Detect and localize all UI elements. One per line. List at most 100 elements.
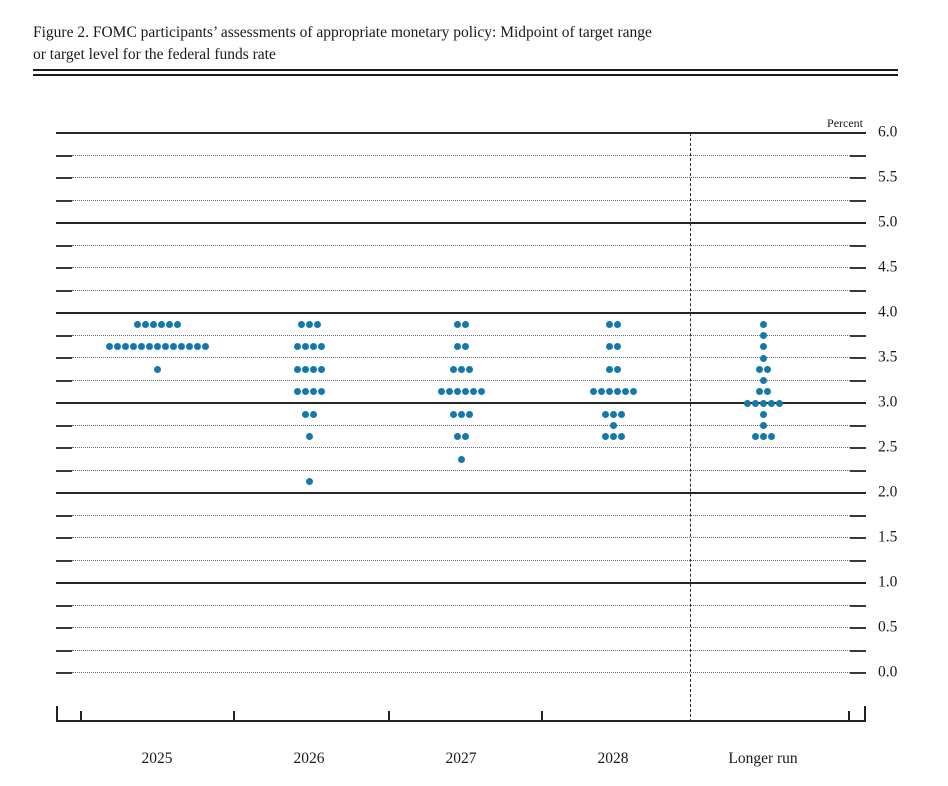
figure-title-line1: Figure 2. FOMC participants’ assessments… (33, 24, 652, 41)
dot-row (759, 343, 767, 351)
gridline-dotted (72, 469, 850, 471)
gridline-dotted (72, 649, 850, 651)
dot-row (153, 365, 161, 373)
dot-row (605, 343, 621, 351)
participant-dot (589, 388, 597, 396)
participant-dot (153, 343, 161, 351)
gridline-dotted (72, 627, 850, 628)
gridline-right-tick (850, 357, 866, 359)
gridline-left-tick (56, 379, 72, 382)
gridline-solid (56, 402, 866, 404)
dot-row (133, 320, 181, 328)
participant-dot (755, 388, 763, 396)
gridline-left-tick (56, 334, 72, 337)
y-axis-label: 3.0 (878, 393, 898, 411)
participant-dot (149, 320, 157, 328)
y-axis-label: 2.0 (878, 483, 898, 501)
dot-row (301, 410, 317, 418)
gridline-left-tick (56, 537, 72, 539)
gridline-dotted (72, 447, 850, 448)
dot-row (293, 365, 325, 373)
dot-row (293, 388, 325, 396)
dot-row (453, 320, 469, 328)
participant-dot (465, 410, 473, 418)
participant-dot (613, 365, 621, 373)
dot-row (305, 433, 313, 441)
participant-dot (605, 343, 613, 351)
gridline-dotted (72, 289, 850, 291)
participant-dot (759, 410, 767, 418)
x-axis-year-tick (541, 711, 543, 722)
dot-row (457, 455, 465, 463)
participant-dot (775, 399, 783, 407)
participant-dot (767, 399, 775, 407)
dot-row (449, 365, 473, 373)
participant-dot (105, 343, 113, 351)
y-axis-label: 6.0 (878, 123, 898, 141)
dot-row (759, 422, 767, 429)
gridline-dotted (72, 177, 850, 178)
gridline-right-tick (850, 627, 866, 629)
participant-dot (293, 365, 301, 373)
gridline-solid (56, 312, 866, 314)
gridline-dotted (72, 424, 850, 426)
participant-dot (165, 320, 173, 328)
participant-dot (759, 433, 767, 441)
dot-row (589, 388, 637, 396)
gridline-solid (56, 132, 866, 134)
gridline-left-tick (56, 154, 72, 157)
gridline-right-tick (850, 334, 866, 337)
gridline-dotted (72, 379, 850, 381)
gridline-left-tick (56, 514, 72, 517)
participant-dot (201, 343, 209, 351)
participant-dot (193, 343, 201, 351)
gridline-left-tick (56, 199, 72, 202)
gridline-dotted (72, 199, 850, 201)
participant-dot (461, 433, 469, 441)
participant-dot (759, 399, 767, 407)
participant-dot (173, 320, 181, 328)
gridline-right-tick (850, 672, 866, 674)
participant-dot (161, 343, 169, 351)
participant-dot (613, 388, 621, 396)
x-axis-corner-tick (864, 706, 866, 722)
participant-dot (477, 388, 485, 396)
dot-row (453, 433, 469, 441)
gridline-left-tick (56, 559, 72, 562)
gridline-dotted (72, 267, 850, 268)
participant-dot (759, 377, 767, 384)
y-axis-unit-label: Percent (827, 116, 863, 130)
participant-dot (145, 343, 153, 351)
participant-dot (169, 343, 177, 351)
participant-dot (609, 433, 617, 441)
participant-dot (759, 354, 767, 362)
participant-dot (453, 388, 461, 396)
gridline-dotted (72, 514, 850, 516)
y-axis-label: 5.5 (878, 168, 898, 186)
participant-dot (137, 343, 145, 351)
gridline-solid (56, 222, 866, 224)
gridline-right-tick (850, 537, 866, 539)
participant-dot (293, 343, 301, 351)
participant-dot (601, 410, 609, 418)
gridline-right-tick (850, 379, 866, 382)
participant-dot (317, 343, 325, 351)
participant-dot (141, 320, 149, 328)
y-axis-label: 5.0 (878, 213, 898, 231)
gridline-right-tick (850, 469, 866, 472)
participant-dot (317, 388, 325, 396)
gridline-dotted (72, 604, 850, 606)
y-axis-label: 0.0 (878, 663, 898, 681)
participant-dot (445, 388, 453, 396)
gridline-left-tick (56, 244, 72, 247)
participant-dot (605, 388, 613, 396)
gridline-left-tick (56, 447, 72, 449)
gridline-dotted (72, 559, 850, 561)
participant-dot (449, 410, 457, 418)
y-axis-label: 2.5 (878, 438, 898, 456)
gridline-dotted (72, 357, 850, 358)
participant-dot (613, 320, 621, 328)
dot-row (759, 354, 767, 362)
participant-dot (301, 343, 309, 351)
